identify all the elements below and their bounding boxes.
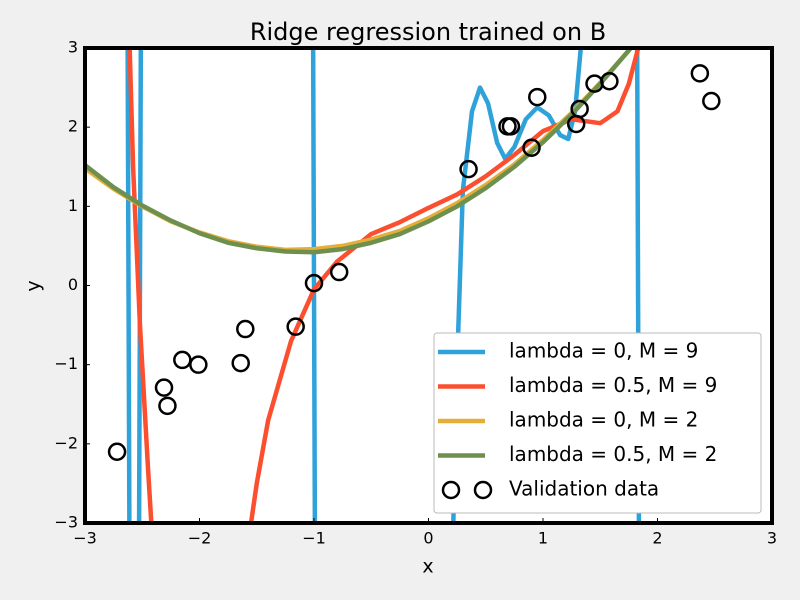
x-tick-label: −2 bbox=[188, 529, 212, 548]
chart-title: Ridge regression trained on B bbox=[250, 18, 606, 46]
validation-point bbox=[501, 117, 521, 136]
validation-point bbox=[154, 378, 174, 397]
validation-point bbox=[231, 353, 250, 373]
legend-label: lambda = 0.5, M = 9 bbox=[509, 373, 717, 397]
validation-point bbox=[702, 91, 721, 111]
validation-point bbox=[600, 72, 619, 91]
validation-point bbox=[304, 273, 324, 293]
validation-point bbox=[522, 138, 541, 157]
y-tick-label: 2 bbox=[68, 117, 78, 136]
validation-point bbox=[690, 64, 710, 83]
legend-label: lambda = 0.5, M = 2 bbox=[509, 442, 717, 466]
legend-marker bbox=[441, 480, 461, 500]
series-line bbox=[85, 48, 634, 255]
legend-label: Validation data bbox=[509, 477, 659, 501]
validation-point bbox=[528, 87, 547, 107]
validation-point bbox=[286, 317, 305, 336]
x-axis-label: x bbox=[422, 556, 433, 578]
legend-marker bbox=[473, 480, 493, 500]
y-tick-label: 1 bbox=[68, 196, 78, 215]
y-tick-label: 3 bbox=[68, 38, 78, 57]
validation-point bbox=[236, 319, 255, 339]
x-tick-label: 0 bbox=[423, 529, 433, 548]
y-tick-label: −1 bbox=[54, 354, 78, 373]
validation-point bbox=[189, 355, 208, 374]
validation-point bbox=[158, 396, 177, 416]
validation-point bbox=[459, 159, 478, 179]
x-tick-label: −3 bbox=[73, 529, 97, 548]
plot-content bbox=[85, 48, 642, 523]
legend-label: lambda = 0, M = 2 bbox=[509, 408, 698, 432]
y-tick-label: −2 bbox=[54, 433, 78, 452]
legend-box bbox=[433, 332, 762, 514]
series-line bbox=[127, 48, 641, 523]
validation-point bbox=[329, 262, 349, 282]
validation-point bbox=[570, 99, 589, 119]
x-tick-label: 1 bbox=[538, 529, 548, 548]
y-tick-label: 0 bbox=[68, 275, 78, 294]
series-line bbox=[125, 48, 642, 523]
validation-point bbox=[173, 350, 192, 370]
x-tick-label: −1 bbox=[302, 529, 326, 548]
y-tick-label: −3 bbox=[54, 513, 78, 532]
y-axis-label: y bbox=[23, 280, 45, 291]
x-tick-label: 2 bbox=[652, 529, 662, 548]
legend-label: lambda = 0, M = 9 bbox=[509, 339, 698, 363]
x-tick-label: 3 bbox=[767, 529, 777, 548]
validation-point bbox=[107, 442, 127, 461]
